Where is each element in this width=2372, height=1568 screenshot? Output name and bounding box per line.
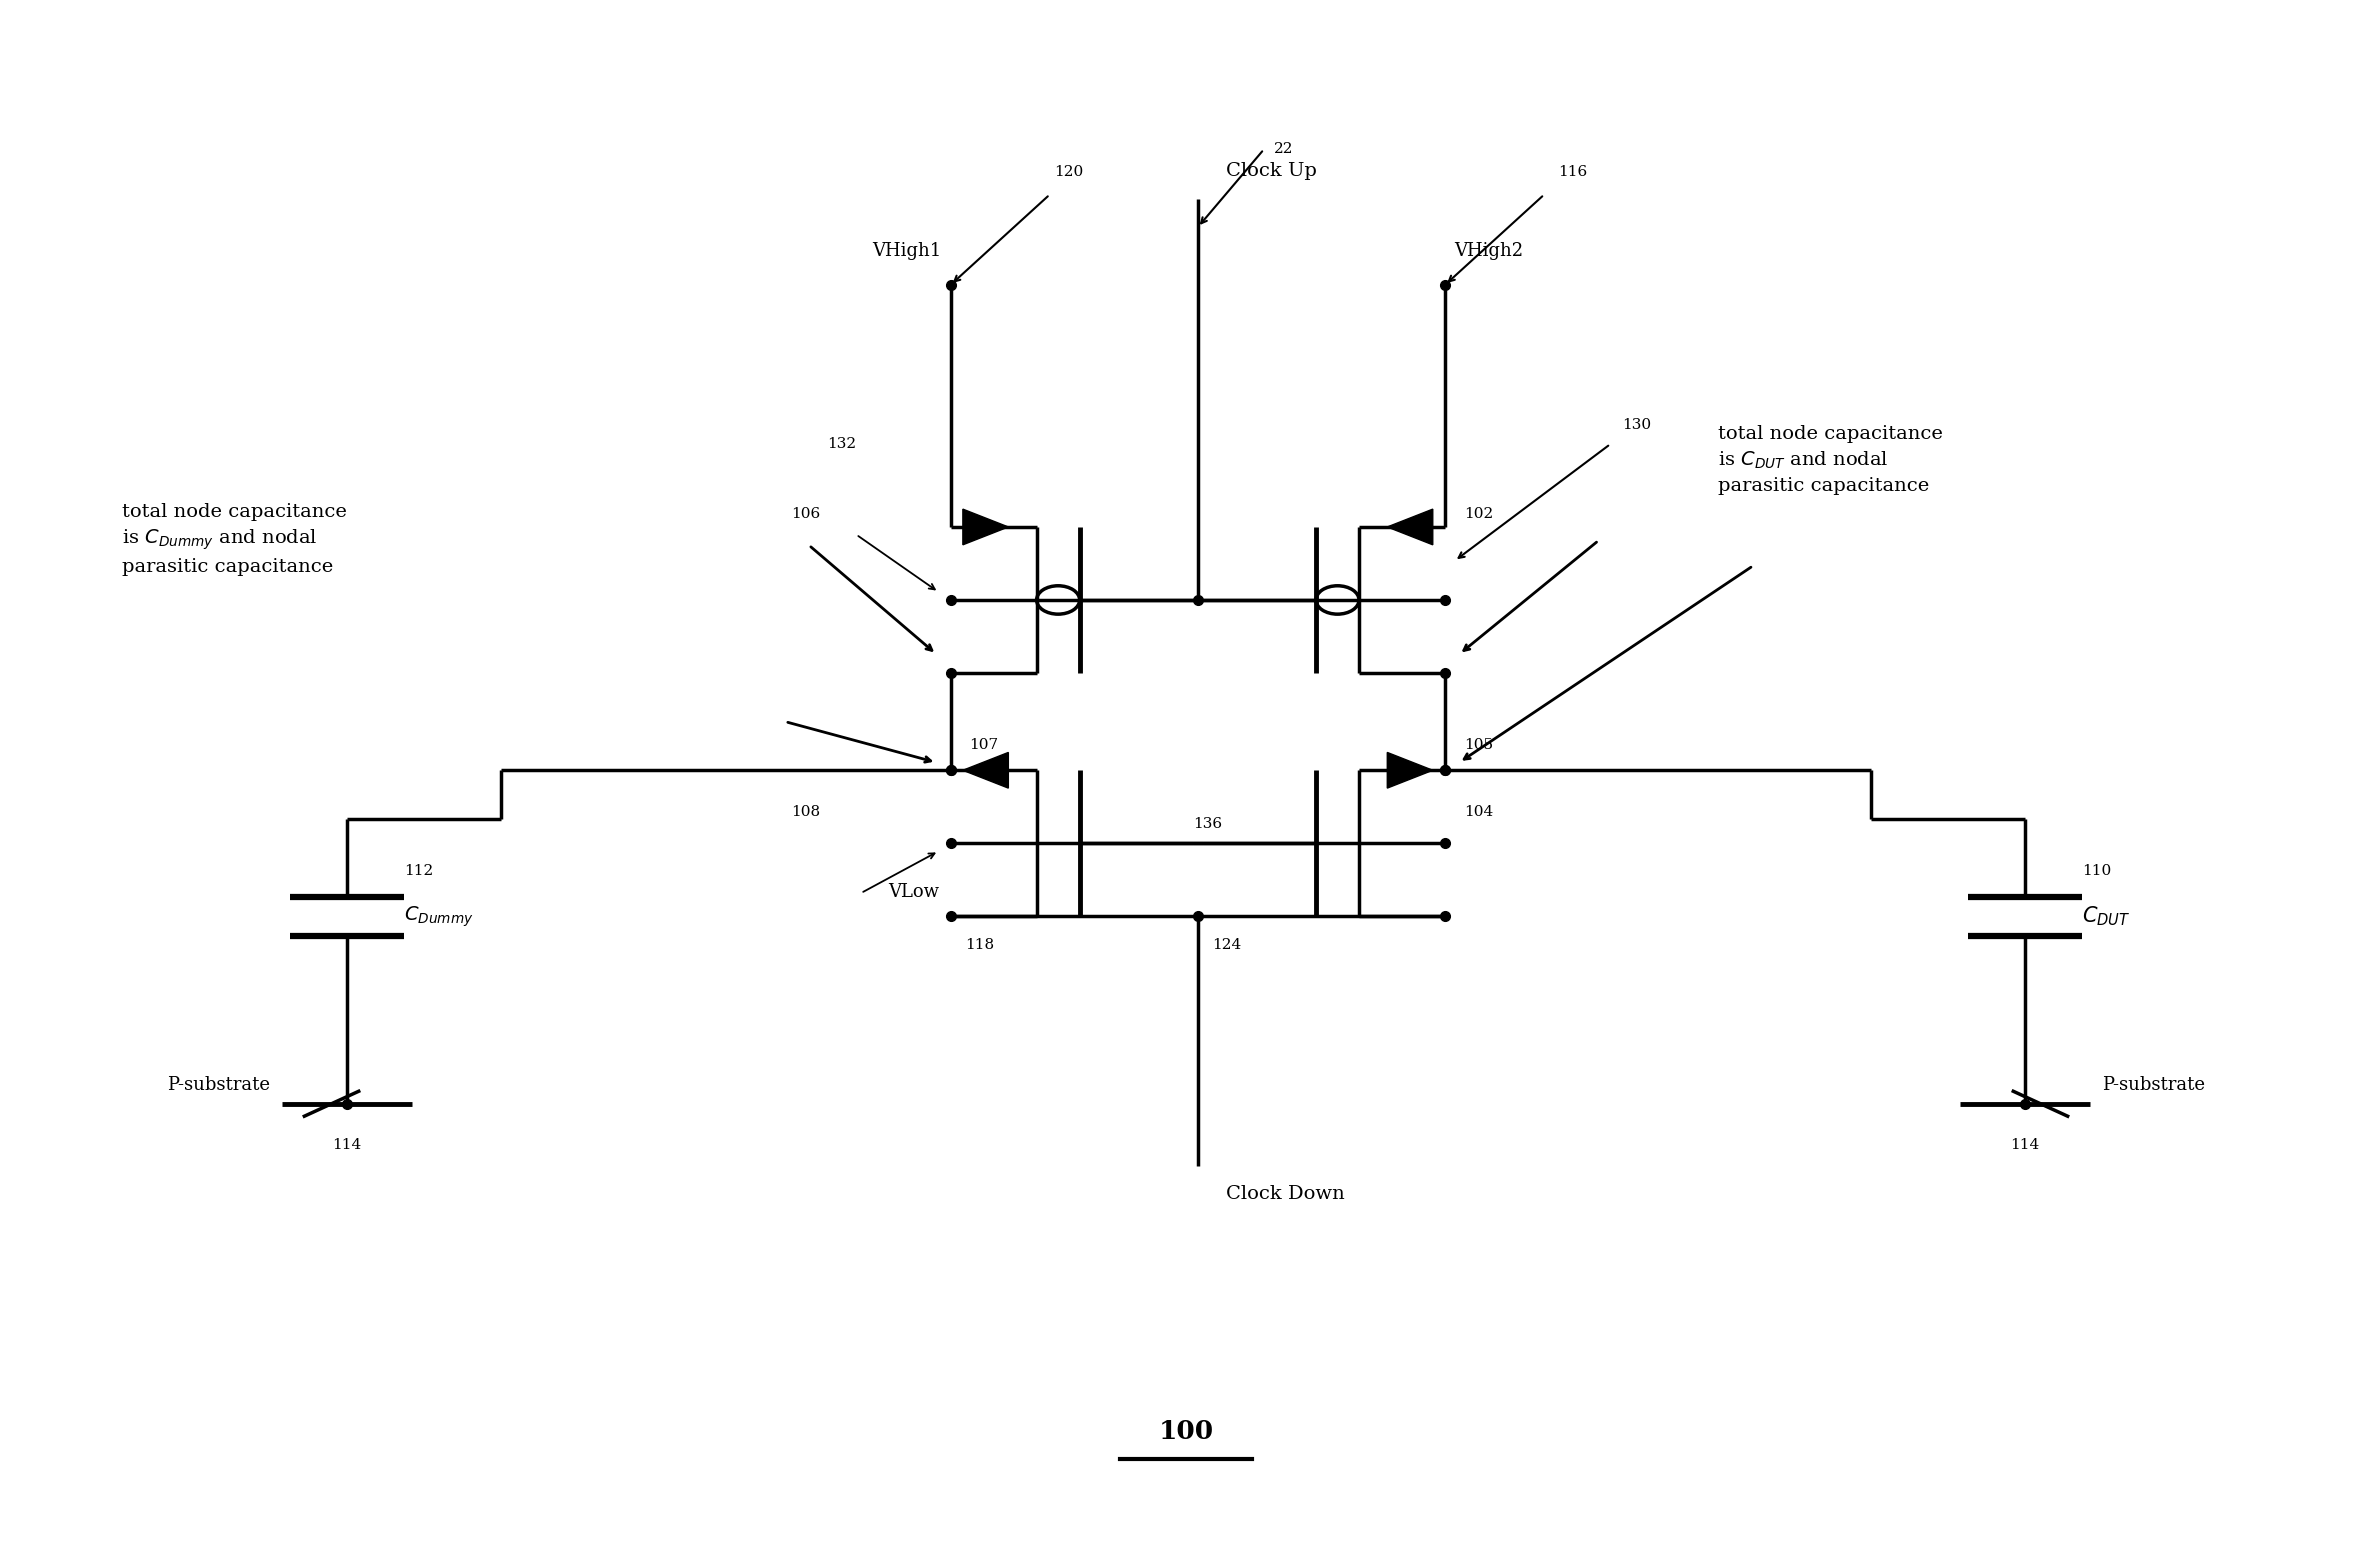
Text: $C_{DUT}$: $C_{DUT}$: [2083, 905, 2130, 928]
Text: 116: 116: [1558, 165, 1587, 179]
Text: 104: 104: [1464, 804, 1494, 818]
Text: VHigh1: VHigh1: [873, 241, 942, 260]
Text: P-substrate: P-substrate: [166, 1076, 270, 1094]
Text: 132: 132: [828, 437, 856, 452]
Text: 130: 130: [1622, 417, 1651, 431]
Text: total node capacitance
is $C_{Dummy}$ and nodal
parasitic capacitance: total node capacitance is $C_{Dummy}$ an…: [123, 503, 346, 575]
Text: 114: 114: [332, 1138, 361, 1152]
Text: 100: 100: [1158, 1419, 1214, 1444]
Text: 102: 102: [1464, 506, 1494, 521]
Text: 22: 22: [1274, 143, 1293, 157]
Text: 107: 107: [970, 737, 999, 751]
Text: VLow: VLow: [887, 883, 939, 900]
Text: 120: 120: [1056, 165, 1084, 179]
Text: Clock Down: Clock Down: [1226, 1185, 1345, 1203]
Text: Clock Up: Clock Up: [1226, 163, 1316, 180]
Polygon shape: [963, 753, 1008, 789]
Text: $C_{Dummy}$: $C_{Dummy}$: [403, 905, 474, 928]
Text: P-substrate: P-substrate: [2102, 1076, 2206, 1094]
Text: 112: 112: [403, 864, 432, 878]
Text: 110: 110: [2083, 864, 2111, 878]
Polygon shape: [1388, 510, 1433, 544]
Text: 124: 124: [1212, 938, 1241, 952]
Polygon shape: [963, 510, 1008, 544]
Text: 118: 118: [965, 938, 994, 952]
Text: 105: 105: [1464, 737, 1492, 751]
Text: 108: 108: [792, 804, 821, 818]
Text: total node capacitance
is $C_{DUT}$ and nodal
parasitic capacitance: total node capacitance is $C_{DUT}$ and …: [1717, 425, 1943, 494]
Polygon shape: [1388, 753, 1433, 789]
Text: 136: 136: [1193, 817, 1222, 831]
Text: VHigh2: VHigh2: [1454, 241, 1523, 260]
Text: 106: 106: [792, 506, 821, 521]
Text: 114: 114: [2011, 1138, 2040, 1152]
